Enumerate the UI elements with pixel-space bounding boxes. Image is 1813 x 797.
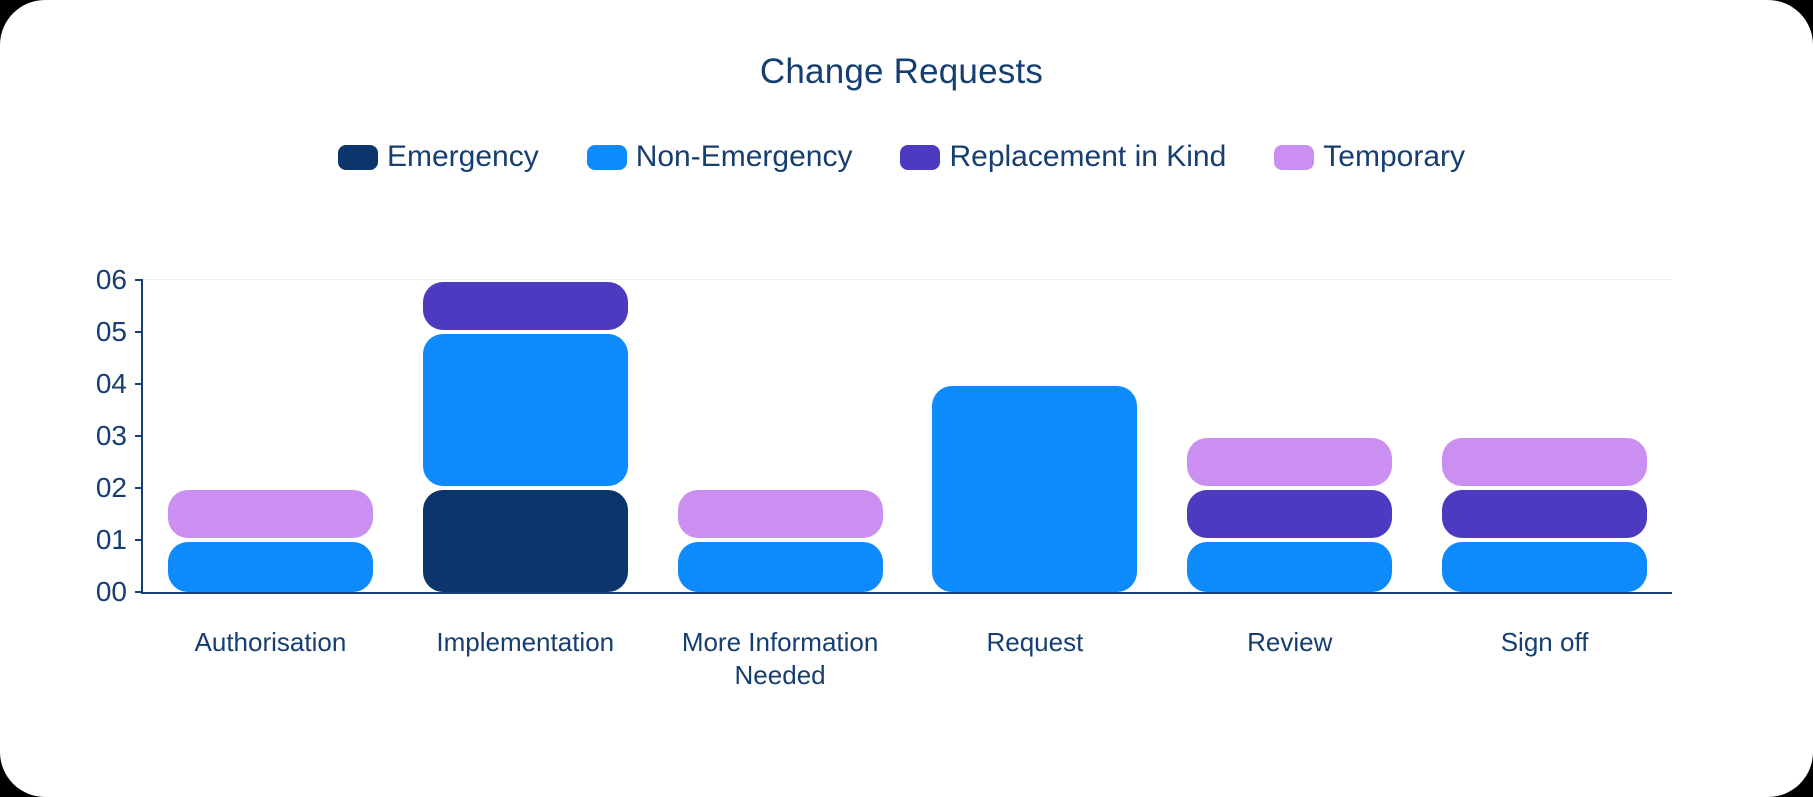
y-axis-tick xyxy=(135,331,143,333)
bar-segment-review-temporary[interactable] xyxy=(1187,438,1393,486)
chart-plot-area: 00 01 02 03 04 05 06 Authorisation Implementatio… xyxy=(96,266,1672,690)
y-axis-tick xyxy=(135,435,143,437)
bar-segment-review-replacement-in-kind[interactable] xyxy=(1187,490,1393,538)
legend-swatch-icon xyxy=(900,144,941,170)
legend-item-non-emergency[interactable]: Non-Emergency xyxy=(586,140,853,174)
y-axis-label: 03 xyxy=(95,420,127,451)
bar-segment-review-non-emergency[interactable] xyxy=(1187,542,1393,592)
x-axis-label-more-information-needed: More Information Needed xyxy=(681,627,879,690)
y-axis-tick xyxy=(135,279,143,281)
bar-segment-authorisation-non-emergency[interactable] xyxy=(167,542,373,592)
legend-label: Replacement in Kind xyxy=(949,140,1227,173)
legend-item-replacement-in-kind[interactable]: Replacement in Kind xyxy=(900,140,1226,174)
x-axis-label-implementation: Implementation xyxy=(436,627,615,657)
legend-label: Emergency xyxy=(386,140,539,173)
gridline-top xyxy=(143,279,1672,280)
bar-review xyxy=(1162,280,1417,592)
bar-implementation xyxy=(398,280,653,592)
bar-segment-more-information-needed-temporary[interactable] xyxy=(677,490,883,538)
y-axis-label: 04 xyxy=(95,368,127,399)
bar-segment-request-non-emergency[interactable] xyxy=(932,386,1138,592)
y-axis-label: 02 xyxy=(95,472,127,503)
bar-authorisation xyxy=(143,280,398,592)
legend-swatch-icon xyxy=(337,144,378,170)
x-axis-label-authorisation: Authorisation xyxy=(194,627,347,657)
legend-swatch-icon xyxy=(1274,144,1315,170)
bar-more-information-needed xyxy=(653,280,908,592)
y-axis-tick xyxy=(135,487,143,489)
y-axis-label: 06 xyxy=(95,264,127,295)
y-axis-label: 00 xyxy=(95,576,127,607)
legend-item-emergency[interactable]: Emergency xyxy=(337,140,539,174)
x-axis-label-review: Review xyxy=(1247,627,1333,657)
bar-segment-sign-off-non-emergency[interactable] xyxy=(1442,542,1648,592)
bar-segment-sign-off-temporary[interactable] xyxy=(1442,438,1648,486)
legend-swatch-icon xyxy=(586,144,627,170)
y-axis-label: 05 xyxy=(95,316,127,347)
x-axis-label-request: Request xyxy=(986,627,1084,657)
bar-segment-authorisation-temporary[interactable] xyxy=(167,490,373,538)
legend-label: Temporary xyxy=(1323,140,1466,173)
x-axis-label-sign-off: Sign off xyxy=(1500,627,1589,657)
y-axis-tick xyxy=(135,539,143,541)
legend-item-temporary[interactable]: Temporary xyxy=(1274,140,1465,174)
bar-segment-implementation-emergency[interactable] xyxy=(422,490,628,592)
y-axis-tick xyxy=(135,591,143,593)
bar-segment-implementation-replacement-in-kind[interactable] xyxy=(422,282,628,330)
bar-segment-sign-off-replacement-in-kind[interactable] xyxy=(1442,490,1648,538)
bar-sign-off xyxy=(1417,280,1672,592)
chart-legend: Emergency Non-Emergency Replacement in Kin… xyxy=(0,140,1803,174)
bar-request xyxy=(908,280,1163,592)
bar-segment-more-information-needed-non-emergency[interactable] xyxy=(677,542,883,592)
y-axis-label: 01 xyxy=(95,524,127,555)
chart-title: Change Requests xyxy=(759,52,1044,91)
legend-label: Non-Emergency xyxy=(635,140,853,173)
bar-segment-implementation-non-emergency[interactable] xyxy=(422,334,628,486)
y-axis-tick xyxy=(135,383,143,385)
